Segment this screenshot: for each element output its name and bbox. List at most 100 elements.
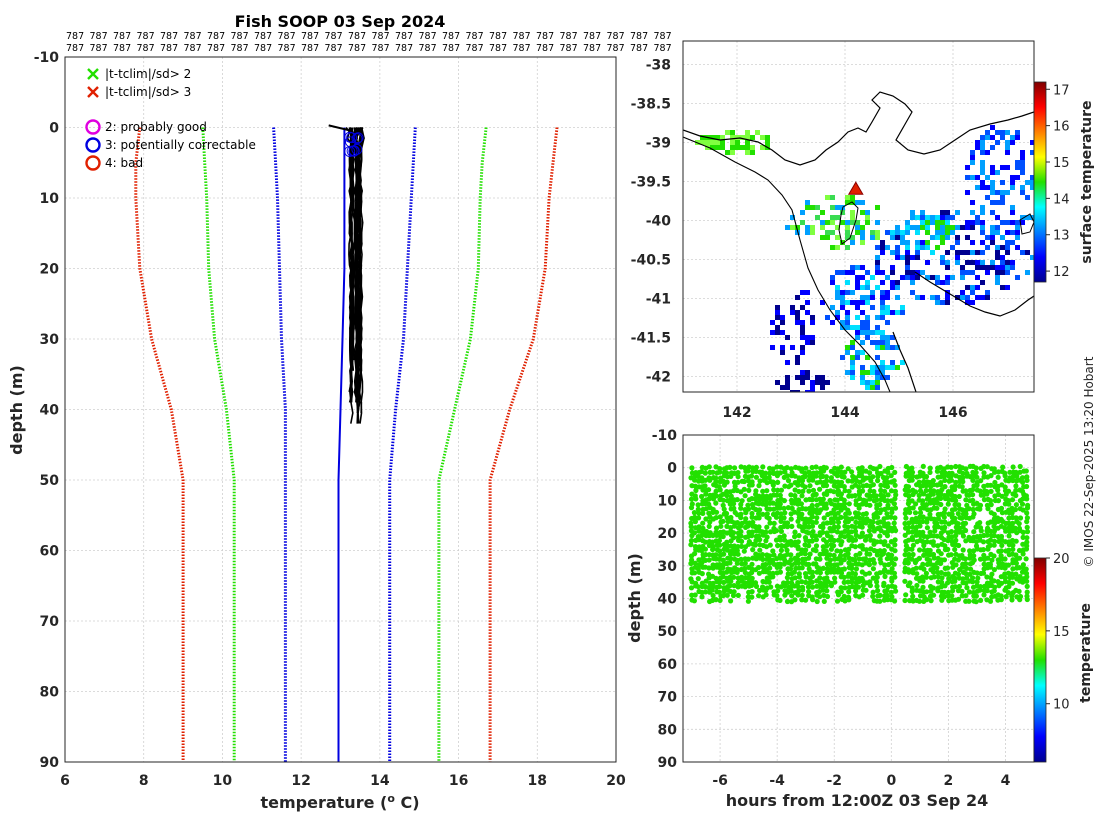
scatter-point [803, 574, 809, 580]
sst-pixel [865, 220, 870, 225]
scatter-point [767, 565, 773, 571]
sst-pixel [790, 305, 795, 310]
sst-pixel [965, 260, 970, 265]
sst-pixel [825, 230, 830, 235]
profile-id-label: 787 [137, 43, 155, 54]
scatter-point [935, 515, 942, 522]
sst-pixel [950, 275, 955, 280]
sst-pixel [760, 145, 765, 150]
sst-pixel [945, 250, 950, 255]
scatter-point [735, 551, 741, 557]
scatter-point [767, 495, 773, 502]
sst-pixel [925, 260, 930, 265]
sst-pixel [920, 215, 925, 220]
scatter-point [955, 571, 962, 577]
scatter-point [852, 528, 859, 535]
scatter-point [798, 550, 804, 557]
sst-pixel [1015, 225, 1020, 230]
sst-pixel [830, 220, 835, 225]
scatter-point [888, 473, 894, 479]
scatter-point [782, 510, 788, 516]
scatter-point [809, 464, 815, 471]
scatter-point [910, 537, 916, 543]
sst-pixel [855, 300, 860, 305]
scatter-point [905, 484, 912, 490]
sst-pixel [905, 220, 910, 225]
scatter-point [938, 491, 944, 497]
scatter-point [1013, 571, 1019, 577]
sst-pixel [985, 185, 990, 190]
sst-pixel [985, 290, 990, 295]
scatter-point [1006, 533, 1012, 539]
scatter-point [892, 515, 898, 521]
sst-pixel [840, 240, 845, 245]
scatter-point [1016, 565, 1022, 571]
coastline-flinders-island [1019, 213, 1034, 235]
scatter-point [739, 543, 745, 550]
scatter-point [870, 482, 877, 488]
profile-id-label: 787 [160, 43, 178, 54]
coastline-king-island [838, 201, 859, 245]
scatter-point [962, 520, 969, 526]
scatter-point [935, 543, 941, 549]
sst-pixel [830, 230, 835, 235]
scatter-point [970, 477, 976, 483]
scatter-point [1012, 525, 1018, 531]
sst-pixel [930, 235, 935, 240]
sst-pixel [970, 240, 975, 245]
sst-pixel [850, 235, 855, 240]
scatter-point [902, 578, 908, 584]
sst-pixel [795, 390, 800, 392]
coastline [683, 91, 1034, 392]
scatter-point [789, 505, 795, 511]
sst-pixel [875, 230, 880, 235]
scatter-ytick-label: 10 [658, 493, 678, 509]
sst-pixel [800, 345, 805, 350]
sst-pixel [850, 360, 855, 365]
sst-pixel [860, 265, 865, 270]
sst-pixel [800, 370, 805, 375]
sst-pixel [870, 365, 875, 370]
scatter-point [1006, 547, 1012, 553]
scatter-point [838, 560, 844, 566]
sst-pixel [835, 315, 840, 320]
scatter-point [1014, 473, 1020, 479]
sst-pixel [910, 255, 915, 260]
scatter-point [774, 464, 780, 470]
profile-ytick-label: 50 [40, 473, 60, 489]
sst-pixel [885, 375, 890, 380]
scatter-point [852, 575, 859, 581]
sst-pixel [965, 175, 970, 180]
scatter-point [778, 518, 784, 525]
sst-pixel [860, 235, 865, 240]
scatter-point [702, 483, 708, 489]
sst-pixel [745, 130, 750, 135]
scatter-point [950, 588, 956, 594]
scatter-point [738, 556, 744, 562]
scatter-point [770, 574, 776, 580]
scatter-point [706, 557, 712, 563]
scatter-point [721, 579, 727, 586]
scatter-point [750, 547, 756, 553]
scatter-point [731, 501, 737, 507]
sst-pixel [860, 240, 865, 245]
sst-pixel [970, 290, 975, 295]
sst-pixel [1000, 235, 1005, 240]
scatter-point [717, 548, 723, 554]
sst-pixel [700, 140, 705, 145]
sst-pixel [1010, 260, 1015, 265]
scatter-point [988, 502, 994, 508]
sst-pixel [830, 195, 835, 200]
scatter-point [856, 484, 862, 490]
sst-pixel [855, 350, 860, 355]
sst-pixel [930, 275, 935, 280]
profile-id-label: 787 [137, 31, 155, 42]
scatter-point [905, 582, 912, 589]
sst-pixel [790, 215, 795, 220]
flag-circle [351, 143, 363, 155]
sst-pixel [795, 295, 800, 300]
sst-pixel [850, 345, 855, 350]
sst-pixel [820, 385, 825, 390]
scatter-point [880, 551, 887, 557]
scatter-point [870, 519, 876, 525]
